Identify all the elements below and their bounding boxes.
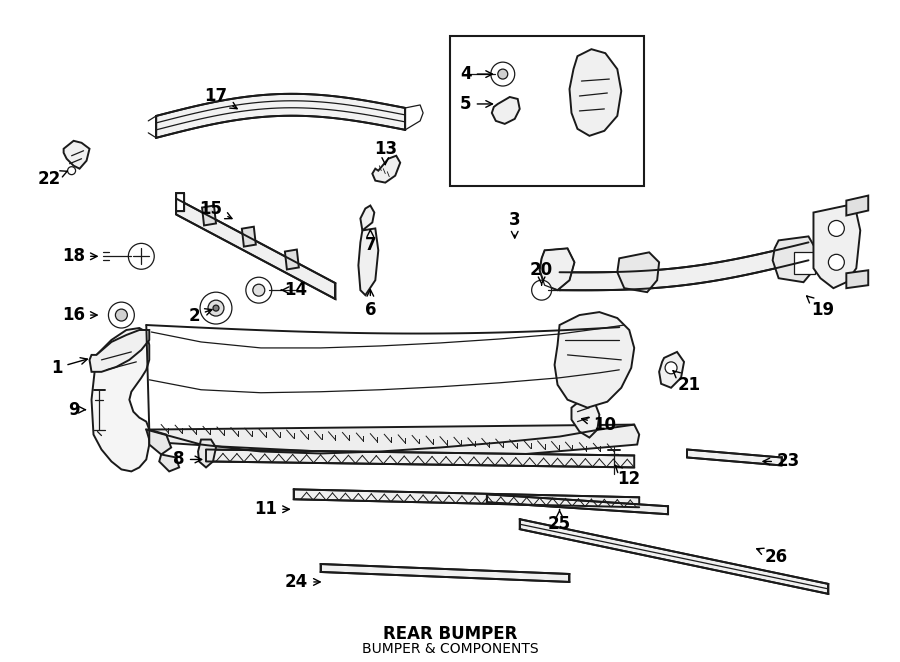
Circle shape — [115, 309, 128, 321]
Text: 24: 24 — [285, 573, 320, 591]
Text: 16: 16 — [62, 306, 97, 324]
Polygon shape — [572, 400, 599, 438]
Circle shape — [68, 167, 76, 175]
Circle shape — [828, 220, 844, 236]
Polygon shape — [360, 205, 374, 230]
Polygon shape — [560, 242, 808, 290]
Circle shape — [253, 284, 265, 296]
Circle shape — [213, 305, 219, 311]
Polygon shape — [846, 270, 868, 288]
Text: 13: 13 — [374, 140, 397, 164]
Polygon shape — [814, 205, 860, 288]
Polygon shape — [285, 250, 299, 269]
Circle shape — [665, 362, 677, 374]
Text: 14: 14 — [282, 281, 307, 299]
Polygon shape — [157, 94, 405, 138]
Polygon shape — [846, 195, 868, 216]
Polygon shape — [147, 424, 639, 457]
Text: 25: 25 — [548, 510, 572, 533]
Circle shape — [828, 254, 844, 270]
Text: 26: 26 — [757, 548, 788, 566]
Text: 12: 12 — [616, 465, 641, 489]
Polygon shape — [293, 489, 639, 507]
Polygon shape — [64, 141, 89, 169]
Text: 7: 7 — [364, 230, 376, 254]
Circle shape — [246, 277, 272, 303]
Polygon shape — [202, 205, 216, 226]
Polygon shape — [159, 455, 179, 471]
Polygon shape — [373, 156, 400, 183]
Polygon shape — [242, 226, 256, 247]
Text: 2: 2 — [188, 307, 212, 325]
Text: 3: 3 — [508, 211, 520, 238]
Text: 23: 23 — [763, 452, 800, 471]
Circle shape — [129, 244, 154, 269]
Text: 22: 22 — [38, 169, 68, 187]
Text: 15: 15 — [200, 199, 232, 218]
Bar — [794, 252, 815, 274]
Bar — [450, 36, 644, 185]
Polygon shape — [89, 330, 149, 372]
Text: 18: 18 — [62, 248, 97, 265]
Circle shape — [108, 302, 134, 328]
Polygon shape — [659, 352, 684, 388]
Polygon shape — [772, 236, 816, 282]
Polygon shape — [176, 199, 336, 299]
Polygon shape — [320, 564, 570, 582]
Polygon shape — [198, 440, 216, 467]
Polygon shape — [358, 228, 378, 295]
Text: 6: 6 — [364, 289, 376, 319]
Circle shape — [491, 62, 515, 86]
Text: REAR BUMPER: REAR BUMPER — [382, 625, 518, 643]
Text: 17: 17 — [204, 87, 238, 109]
Polygon shape — [176, 193, 184, 211]
Circle shape — [498, 69, 508, 79]
Text: 20: 20 — [530, 261, 554, 285]
Text: 4: 4 — [460, 65, 492, 83]
Polygon shape — [206, 449, 634, 467]
Text: 21: 21 — [673, 371, 700, 394]
Text: 5: 5 — [460, 95, 492, 113]
Text: 11: 11 — [255, 500, 289, 518]
Circle shape — [208, 300, 224, 316]
Polygon shape — [487, 495, 668, 514]
Text: 19: 19 — [806, 296, 834, 319]
Circle shape — [532, 280, 552, 300]
Text: 8: 8 — [174, 450, 202, 469]
Polygon shape — [519, 519, 828, 594]
Text: 9: 9 — [68, 401, 86, 418]
Text: BUMPER & COMPONENTS: BUMPER & COMPONENTS — [362, 641, 538, 655]
Polygon shape — [491, 97, 519, 124]
Polygon shape — [554, 312, 634, 408]
Polygon shape — [149, 430, 171, 455]
Circle shape — [200, 292, 232, 324]
Polygon shape — [617, 252, 659, 292]
Text: 1: 1 — [51, 357, 87, 377]
Polygon shape — [540, 248, 574, 290]
Text: 10: 10 — [581, 416, 616, 434]
Polygon shape — [570, 49, 621, 136]
Polygon shape — [687, 449, 781, 465]
Polygon shape — [92, 328, 149, 471]
